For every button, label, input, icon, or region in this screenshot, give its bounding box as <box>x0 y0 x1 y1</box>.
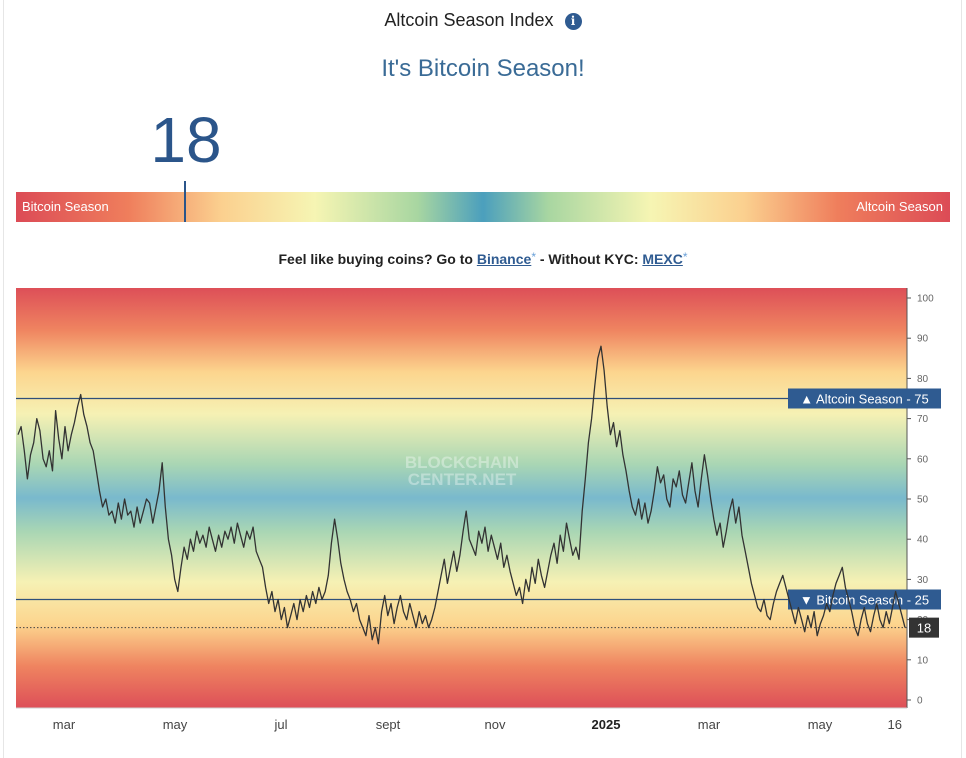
binance-link-star: * <box>531 250 536 264</box>
y-axis-ticks: 0102030405060708090100 <box>907 294 934 707</box>
season-scale-bar: Bitcoin Season Altcoin Season <box>16 192 950 222</box>
promo-text-start: Feel like buying coins? Go to <box>278 251 473 267</box>
y-tick-label: 30 <box>917 575 929 586</box>
y-tick-label: 50 <box>917 495 929 506</box>
binance-link[interactable]: Binance <box>476 251 532 267</box>
index-series-line <box>17 345 906 645</box>
season-headline: It's Bitcoin Season! <box>381 55 585 82</box>
x-tick-label: may <box>163 717 188 732</box>
y-tick-label: 0 <box>917 696 923 707</box>
index-title: Altcoin Season Index <box>384 10 554 30</box>
y-tick-label: 70 <box>917 414 929 425</box>
x-tick-label: may <box>808 717 833 732</box>
mexc-link[interactable]: MEXC <box>642 251 683 267</box>
page-border-right <box>961 0 962 758</box>
reference-label: ▲ Altcoin Season - 75 <box>800 392 929 407</box>
current-value-badge <box>909 617 939 638</box>
page-border-left <box>3 0 4 758</box>
promo-line: Feel like buying coins? Go to Binance* -… <box>0 248 966 268</box>
scale-label-altcoin-season: Altcoin Season <box>856 199 943 214</box>
y-tick-label: 100 <box>917 294 934 305</box>
info-icon[interactable]: i <box>564 13 582 30</box>
y-tick-label: 10 <box>917 655 929 666</box>
x-tick-label: nov <box>485 717 506 732</box>
promo-text-middle: - Without KYC: <box>539 251 639 267</box>
current-value-group: 18 <box>16 617 939 638</box>
watermark-line-2: CENTER.NET <box>408 470 517 489</box>
altcoin-season-chart: BLOCKCHAIN CENTER.NET 010203040506070809… <box>16 288 941 732</box>
watermark-line-1: BLOCKCHAIN <box>405 453 519 472</box>
x-tick-label: jul <box>273 717 287 732</box>
y-tick-label: 90 <box>917 334 929 345</box>
x-tick-label: 16 <box>888 717 902 732</box>
chart-background <box>16 288 907 708</box>
reference-label-box <box>788 388 941 409</box>
x-tick-label: 2025 <box>592 717 621 732</box>
y-tick-label: 80 <box>917 374 929 385</box>
series-group <box>17 345 906 645</box>
reference-label: ▼ Bitcoin Season - 25 <box>800 593 929 608</box>
scale-label-bitcoin-season: Bitcoin Season <box>22 199 109 214</box>
y-tick-label: 60 <box>917 454 929 465</box>
y-tick-label: 40 <box>917 535 929 546</box>
mexc-link-star: * <box>682 250 688 264</box>
x-tick-label: mar <box>698 717 721 732</box>
x-axis-ticks: mar may jul sept nov 2025 mar may 16 <box>53 717 902 732</box>
index-title-row: Altcoin Season Index i <box>0 8 966 32</box>
current-index-value: 18 <box>150 104 222 176</box>
scale-position-marker <box>184 181 186 222</box>
x-tick-label: sept <box>376 717 401 732</box>
x-tick-label: mar <box>53 717 76 732</box>
current-value-label: 18 <box>917 621 931 636</box>
